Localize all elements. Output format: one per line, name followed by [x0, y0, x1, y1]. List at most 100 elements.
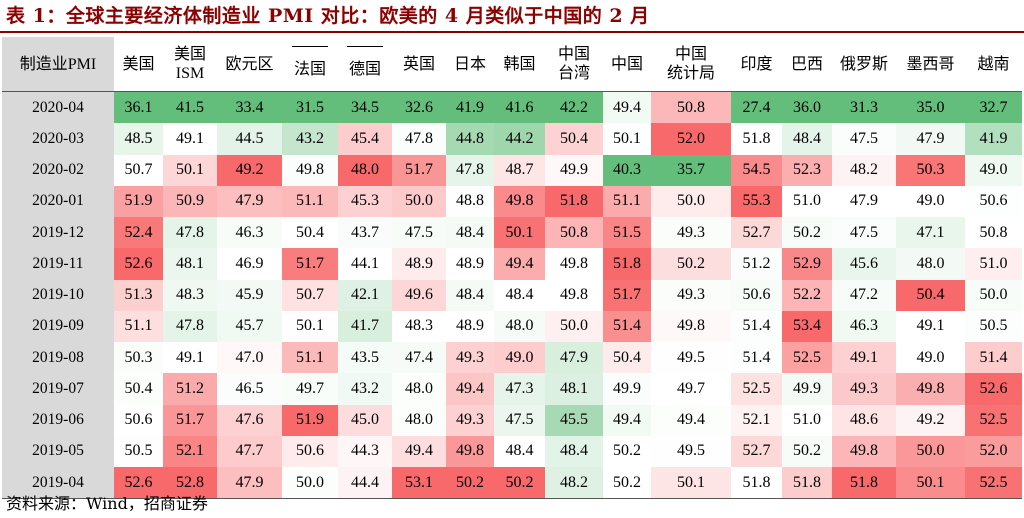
- pmi-cell: 49.1: [163, 342, 217, 374]
- pmi-cell: 48.0: [494, 310, 545, 342]
- pmi-cell: 31.3: [832, 91, 896, 124]
- column-header-line1: 美国: [173, 46, 206, 63]
- table-row: 2020-02 50.7 50.1 49.2 49.8 48.0 51.7 47.8 48.7 4…: [2, 154, 1022, 186]
- pmi-cell: 49.0: [896, 342, 965, 374]
- table-row: 2020-03 48.5 49.1 44.5 43.2 45.4 47.8 44.8 44.2 5…: [2, 123, 1022, 155]
- pmi-cell: 48.4: [494, 279, 545, 311]
- pmi-cell: 50.3: [114, 342, 163, 374]
- column-header-line1: 俄罗斯: [839, 55, 888, 73]
- column-header-line1: 欧元区: [225, 55, 274, 73]
- column-header-line1: 中国: [674, 46, 707, 63]
- pmi-cell: 47.5: [832, 123, 896, 155]
- pmi-cell: 47.8: [446, 154, 494, 186]
- pmi-cell: 41.5: [163, 91, 217, 124]
- pmi-cell: 48.6: [832, 404, 896, 436]
- pmi-cell: 27.4: [731, 91, 782, 124]
- pmi-cell: 50.1: [163, 154, 217, 186]
- pmi-cell: 47.9: [832, 185, 896, 217]
- pmi-cell: 50.4: [603, 342, 651, 374]
- pmi-cell: 49.1: [832, 342, 896, 374]
- column-header: 韩国: [494, 37, 545, 92]
- pmi-cell: 50.1: [896, 467, 965, 500]
- pmi-cell: 48.0: [338, 154, 392, 186]
- pmi-cell: 52.6: [114, 248, 163, 280]
- pmi-cell: 43.2: [282, 123, 338, 155]
- pmi-cell: 48.4: [494, 435, 545, 467]
- pmi-cell: 46.5: [217, 373, 282, 405]
- pmi-cell: 36.1: [114, 91, 163, 124]
- row-date: 2020-03: [2, 123, 114, 155]
- pmi-cell: 52.0: [651, 123, 731, 155]
- pmi-cell: 48.3: [163, 279, 217, 311]
- pmi-cell: 51.7: [163, 404, 217, 436]
- pmi-cell: 50.1: [494, 217, 545, 249]
- pmi-cell: 47.3: [494, 373, 545, 405]
- pmi-cell: 49.4: [651, 404, 731, 436]
- pmi-cell: 49.1: [163, 123, 217, 155]
- pmi-cell: 51.4: [731, 342, 782, 374]
- table-body: 2020-04 36.1 41.5 33.4 31.5 34.5 32.6 41.9 41.6 4…: [2, 91, 1022, 500]
- pmi-cell: 48.9: [446, 248, 494, 280]
- column-header-line1: 日本: [453, 55, 486, 73]
- pmi-cell: 50.0: [392, 185, 446, 217]
- pmi-cell: 51.8: [832, 467, 896, 500]
- pmi-cell: 49.7: [651, 373, 731, 405]
- pmi-cell: 52.1: [731, 404, 782, 436]
- row-date: 2019-08: [2, 342, 114, 374]
- pmi-cell: 50.4: [545, 123, 603, 155]
- pmi-cell: 50.3: [896, 154, 965, 186]
- column-header-line2: 统计局: [666, 65, 715, 82]
- pmi-cell: 44.2: [494, 123, 545, 155]
- column-header: 日本: [446, 37, 494, 92]
- column-header-line1: 墨西哥: [906, 55, 955, 73]
- pmi-cell: 50.1: [651, 467, 731, 500]
- row-date: 2019-07: [2, 373, 114, 405]
- pmi-cell: 44.8: [446, 123, 494, 155]
- row-date: 2019-05: [2, 435, 114, 467]
- pmi-cell: 51.1: [282, 185, 338, 217]
- row-date: 2019-06: [2, 404, 114, 436]
- pmi-cell: 50.2: [782, 435, 832, 467]
- row-date: 2020-04: [2, 91, 114, 124]
- header-rule: [292, 46, 328, 47]
- pmi-cell: 32.6: [392, 91, 446, 124]
- column-header: 中国: [603, 37, 651, 92]
- pmi-cell: 49.9: [603, 373, 651, 405]
- source-note: 资料来源：Wind，招商证券: [6, 494, 208, 513]
- pmi-cell: 43.7: [338, 217, 392, 249]
- pmi-cell: 50.4: [896, 279, 965, 311]
- pmi-cell: 51.9: [282, 404, 338, 436]
- pmi-cell: 49.8: [545, 279, 603, 311]
- pmi-cell: 52.3: [782, 154, 832, 186]
- pmi-cell: 50.1: [282, 310, 338, 342]
- pmi-cell: 49.2: [896, 404, 965, 436]
- pmi-cell: 49.4: [603, 91, 651, 124]
- pmi-cell: 49.4: [446, 373, 494, 405]
- pmi-cell: 51.8: [731, 123, 782, 155]
- column-header: 中国 统计局: [651, 37, 731, 92]
- pmi-cell: 47.1: [896, 217, 965, 249]
- column-header-line2: 台湾: [557, 65, 590, 82]
- pmi-cell: 48.8: [446, 185, 494, 217]
- pmi-cell: 42.1: [338, 279, 392, 311]
- table-row: 2020-01 51.9 50.9 47.9 51.1 45.3 50.0 48.8 49.8 5…: [2, 185, 1022, 217]
- pmi-cell: 50.6: [731, 279, 782, 311]
- pmi-cell: 41.9: [446, 91, 494, 124]
- pmi-cell: 50.0: [651, 185, 731, 217]
- pmi-cell: 32.7: [965, 91, 1022, 124]
- pmi-cell: 50.2: [782, 217, 832, 249]
- row-date: 2019-10: [2, 279, 114, 311]
- pmi-cell: 48.9: [446, 310, 494, 342]
- pmi-cell: 51.8: [545, 185, 603, 217]
- pmi-cell: 52.7: [731, 435, 782, 467]
- pmi-cell: 43.2: [338, 373, 392, 405]
- pmi-cell: 50.2: [603, 435, 651, 467]
- pmi-cell: 47.9: [896, 123, 965, 155]
- pmi-cell: 49.1: [896, 310, 965, 342]
- pmi-cell: 49.3: [651, 217, 731, 249]
- pmi-cell: 45.4: [338, 123, 392, 155]
- table-row: 2019-12 52.4 47.8 46.3 50.4 43.7 47.5 48.4 50.1 5…: [2, 217, 1022, 249]
- pmi-cell: 52.1: [163, 435, 217, 467]
- pmi-cell: 50.5: [114, 435, 163, 467]
- column-header: 巴西: [782, 37, 832, 92]
